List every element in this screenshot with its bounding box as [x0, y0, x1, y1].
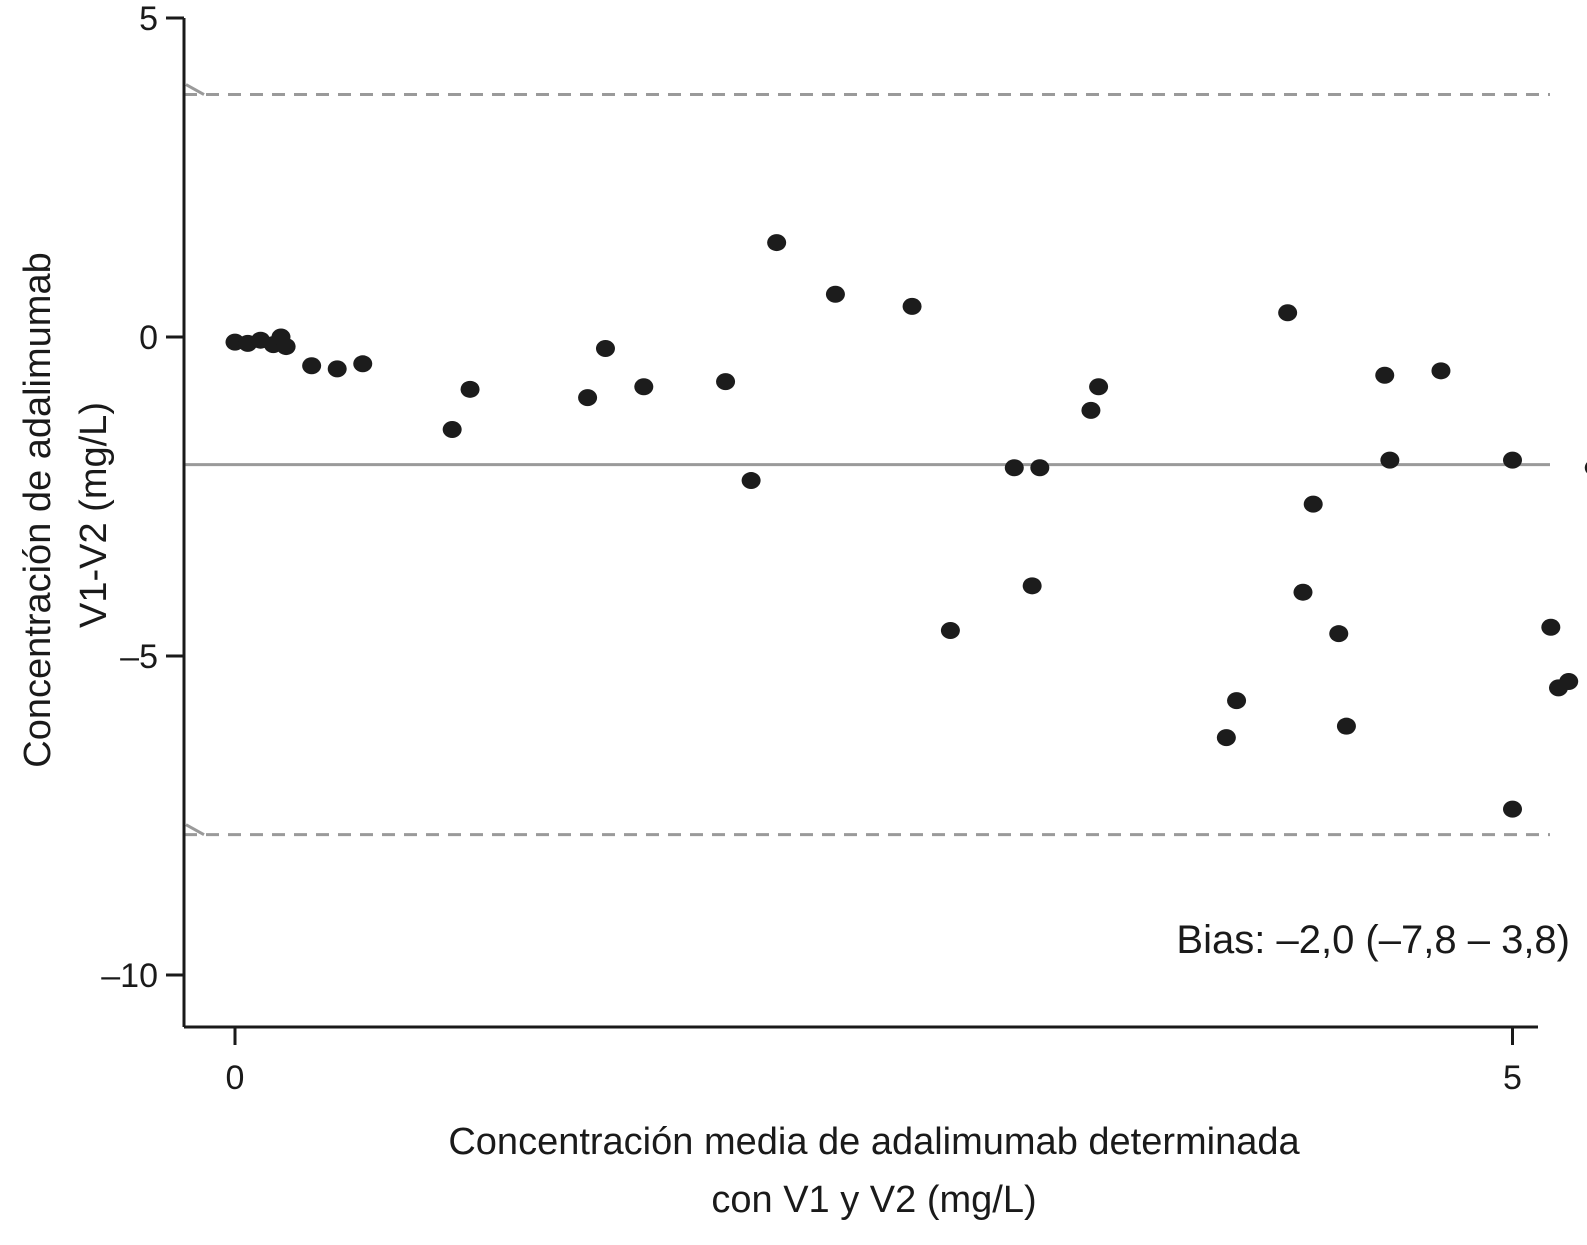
- data-point: [716, 373, 735, 390]
- y-axis-title-line-2: V1-V2 (mg/L): [73, 402, 115, 628]
- data-point: [1559, 673, 1578, 690]
- data-point: [596, 340, 615, 357]
- data-point: [1081, 402, 1100, 419]
- data-point: [1503, 452, 1522, 469]
- data-point: [1030, 459, 1049, 476]
- data-point: [1380, 452, 1399, 469]
- data-point: [578, 389, 597, 406]
- data-point: [302, 357, 321, 374]
- data-point: [443, 421, 462, 438]
- data-point: [461, 381, 480, 398]
- x-tick-label: 5: [1503, 1059, 1522, 1097]
- x-axis-title-line-1: Concentración media de adalimumab determ…: [448, 1121, 1300, 1163]
- data-point: [1503, 801, 1522, 818]
- data-point: [277, 338, 296, 355]
- data-point: [1541, 619, 1560, 636]
- data-point: [1023, 577, 1042, 594]
- data-point: [1375, 367, 1394, 384]
- y-tick-label: 5: [139, 0, 158, 38]
- data-point: [634, 378, 653, 395]
- data-point: [1329, 625, 1348, 642]
- y-tick-label: –10: [101, 957, 158, 995]
- data-point: [353, 355, 372, 372]
- data-point: [328, 360, 347, 377]
- data-point: [767, 234, 786, 251]
- data-point: [1304, 496, 1323, 513]
- data-point: [1005, 459, 1024, 476]
- y-tick-label: –5: [120, 638, 158, 676]
- data-point: [1278, 304, 1297, 321]
- data-point: [941, 622, 960, 639]
- data-point: [1431, 362, 1450, 379]
- y-tick-label: 0: [139, 319, 158, 357]
- x-axis-title-line-2: con V1 y V2 (mg/L): [711, 1179, 1036, 1221]
- data-point: [742, 472, 761, 489]
- data-point: [1217, 729, 1236, 746]
- x-tick-label: 0: [226, 1059, 245, 1097]
- data-points: [226, 118, 1587, 993]
- bias-annotation: Bias: –2,0 (–7,8 – 3,8): [1176, 918, 1570, 962]
- data-point: [1227, 692, 1246, 709]
- data-point: [1337, 718, 1356, 735]
- data-point: [826, 286, 845, 303]
- data-point: [1089, 378, 1108, 395]
- y-axis-title-line-1: Concentración de adalimumab: [17, 252, 59, 767]
- data-point: [1293, 584, 1312, 601]
- data-point: [903, 298, 922, 315]
